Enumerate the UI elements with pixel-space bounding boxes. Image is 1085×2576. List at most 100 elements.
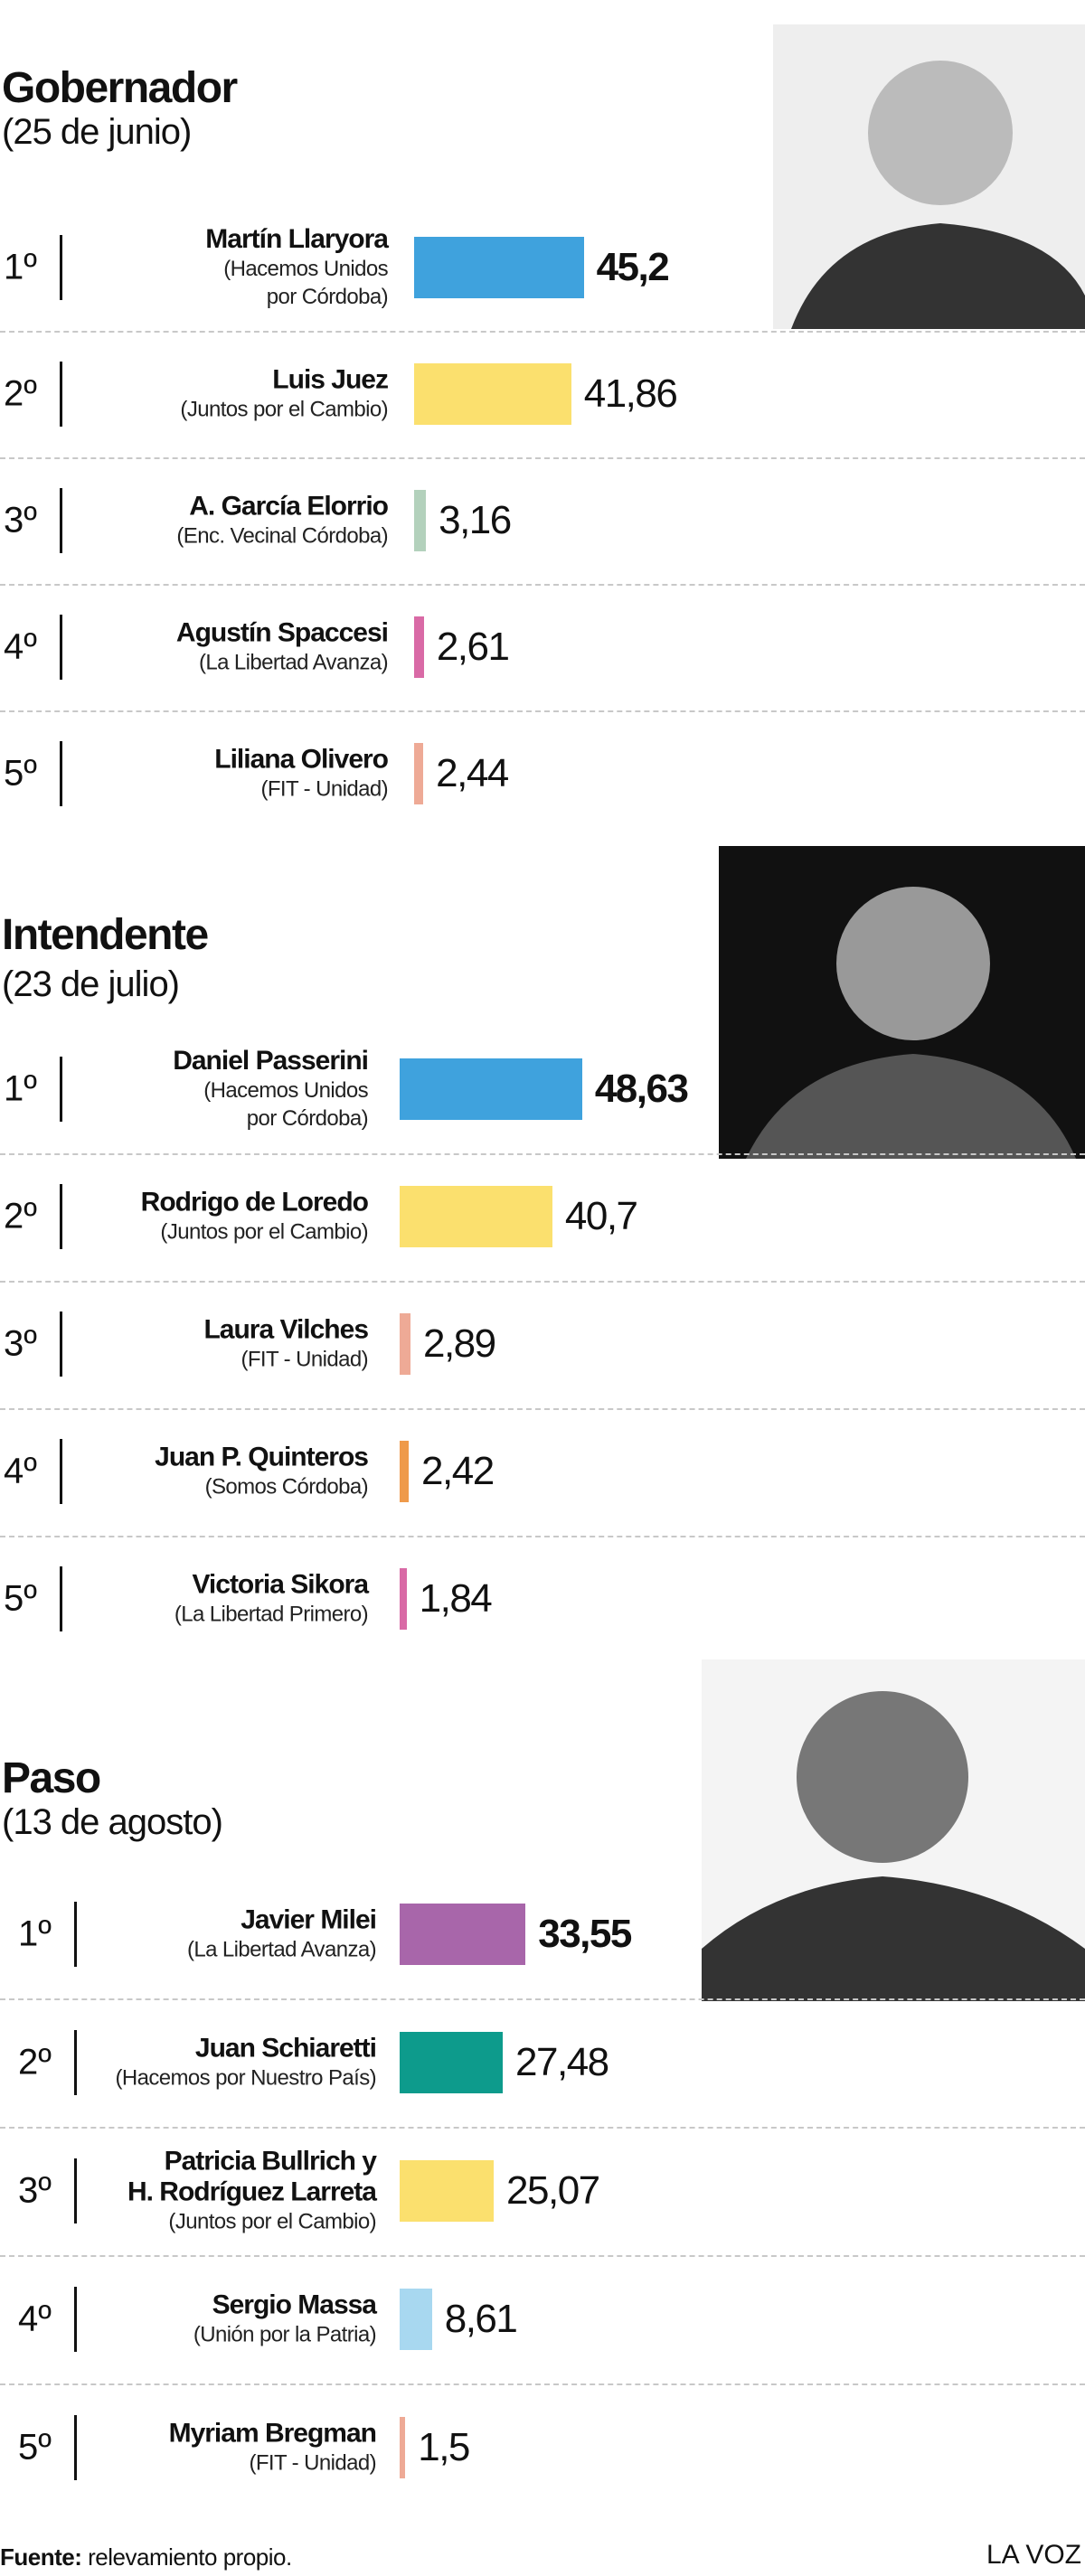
row-separator xyxy=(0,1152,1085,1155)
footer: Fuente: relevamiento propio. xyxy=(0,2543,292,2571)
candidate-name: A. García Elorrio xyxy=(189,491,389,522)
candidate: Martín Llaryora (Hacemos Unidos por Córdo… xyxy=(205,224,389,311)
bar xyxy=(400,1441,410,1502)
bar xyxy=(414,743,424,804)
section-title: Paso xyxy=(2,1754,101,1802)
value-label: 1,5 xyxy=(418,2425,470,2469)
rank: 4º xyxy=(4,626,37,667)
candidate: Daniel Passerini (Hacemos Unidos por Córd… xyxy=(173,1046,369,1133)
party: (Enc. Vecinal Córdoba) xyxy=(176,523,388,549)
source: relevamiento propio. xyxy=(88,2543,292,2571)
candidate-name: Laura Vilches xyxy=(203,1314,369,1345)
party: (Juntos por el Cambio) xyxy=(180,397,388,422)
section-subtitle: (23 de julio) xyxy=(2,964,180,1004)
row-separator xyxy=(0,584,1085,586)
party: (Hacemos Unidos por Córdoba) xyxy=(223,257,388,309)
rank: 3º xyxy=(18,2170,52,2211)
bar xyxy=(414,363,571,425)
bar xyxy=(400,1058,582,1120)
rank: 3º xyxy=(4,1323,37,1364)
rank: 1º xyxy=(18,1913,52,1954)
rank: 4º xyxy=(18,2299,52,2339)
party: (FIT - Unidad) xyxy=(249,2450,376,2476)
party: (La Libertad Avanza) xyxy=(198,650,389,675)
rank: 5º xyxy=(18,2427,52,2468)
party: (Hacemos Unidos por Córdoba) xyxy=(203,1078,368,1131)
rank-divider xyxy=(60,1057,62,1122)
row-separator xyxy=(0,331,1085,333)
candidate: Myriam Bregman (FIT - Unidad) xyxy=(168,2418,377,2477)
row-separator xyxy=(0,2255,1085,2257)
bar xyxy=(400,2160,495,2222)
candidate: Liliana Olivero (FIT - Unidad) xyxy=(214,744,389,804)
candidate: Patricia Bullrich y H. Rodríguez Larreta… xyxy=(127,2146,377,2236)
value-label: 48,63 xyxy=(594,1067,689,1111)
value-label: 2,61 xyxy=(436,625,510,669)
rank: 2º xyxy=(4,373,37,414)
row-separator xyxy=(0,1998,1085,2000)
party: (Hacemos por Nuestro País) xyxy=(115,2065,376,2091)
section-subtitle: (13 de agosto) xyxy=(2,1802,223,1842)
candidate: Rodrigo de Loredo (Juntos por el Cambio) xyxy=(141,1188,369,1246)
brand: LA VOZ xyxy=(986,2540,1081,2570)
value-label: 41,86 xyxy=(583,371,678,416)
candidate-name: Myriam Bregman xyxy=(168,2418,377,2449)
candidate: Sergio Massa (Unión por la Patria) xyxy=(193,2289,377,2349)
candidate-name: Javier Milei xyxy=(241,1904,377,1935)
row-separator xyxy=(0,2127,1085,2129)
party: (FIT - Unidad) xyxy=(260,776,388,802)
value-label: 1,84 xyxy=(419,1576,493,1621)
photo xyxy=(702,1659,1085,2001)
rank: 5º xyxy=(4,753,37,794)
party: (Unión por la Patria) xyxy=(193,2322,377,2347)
candidate: A. García Elorrio (Enc. Vecinal Córdoba) xyxy=(176,491,389,550)
row-separator xyxy=(0,1407,1085,1410)
rank-divider xyxy=(60,1439,62,1504)
candidate-name: Juan Schiaretti xyxy=(194,2033,377,2064)
bar xyxy=(400,1313,410,1375)
candidate-name: Luis Juez xyxy=(272,364,389,395)
rank-divider xyxy=(60,741,62,806)
candidate-name: Daniel Passerini xyxy=(173,1046,369,1076)
party: (La Libertad Avanza) xyxy=(186,1937,377,1962)
candidate: Agustín Spaccesi (La Libertad Avanza) xyxy=(175,617,389,677)
rank: 3º xyxy=(4,500,37,541)
rank: 1º xyxy=(4,1068,37,1109)
bar xyxy=(400,1904,526,1965)
candidate: Juan Schiaretti (Hacemos por Nuestro País… xyxy=(115,2033,377,2092)
value-label: 25,07 xyxy=(506,2168,600,2213)
candidate-name: Patricia Bullrich y H. Rodríguez Larreta xyxy=(127,2146,377,2207)
party: (Juntos por el Cambio) xyxy=(160,1219,368,1245)
rank-divider xyxy=(74,2287,77,2352)
rank-divider xyxy=(60,1312,62,1377)
candidate-name: Agustín Spaccesi xyxy=(175,617,389,648)
section-title: Gobernador xyxy=(2,64,238,112)
value-label: 45,2 xyxy=(596,245,670,289)
value-label: 27,48 xyxy=(515,2040,609,2084)
candidate: Laura Vilches (FIT - Unidad) xyxy=(203,1314,369,1374)
rank-divider xyxy=(60,1566,62,1631)
source-label: Fuente: xyxy=(0,2543,82,2571)
party: (Somos Córdoba) xyxy=(204,1474,369,1500)
bar xyxy=(400,2289,432,2350)
rank-divider xyxy=(60,615,62,680)
bar xyxy=(400,1568,407,1630)
candidate-name: Liliana Olivero xyxy=(214,744,389,775)
candidate: Juan P. Quinteros (Somos Córdoba) xyxy=(155,1443,369,1501)
bar xyxy=(400,1186,552,1247)
rank: 5º xyxy=(4,1578,37,1619)
candidate: Victoria Sikora (La Libertad Primero) xyxy=(175,1570,369,1629)
rank: 2º xyxy=(18,2042,52,2082)
rank-divider xyxy=(60,488,62,553)
bar xyxy=(400,2032,504,2093)
bar xyxy=(414,237,584,298)
value-label: 2,44 xyxy=(436,751,509,795)
candidate-name: Sergio Massa xyxy=(212,2289,377,2320)
party: (FIT - Unidad) xyxy=(241,1347,368,1372)
rank-divider xyxy=(60,1184,62,1249)
bar xyxy=(414,616,424,678)
section-title: Intendente xyxy=(2,911,209,959)
row-separator xyxy=(0,457,1085,459)
photo xyxy=(719,846,1085,1159)
